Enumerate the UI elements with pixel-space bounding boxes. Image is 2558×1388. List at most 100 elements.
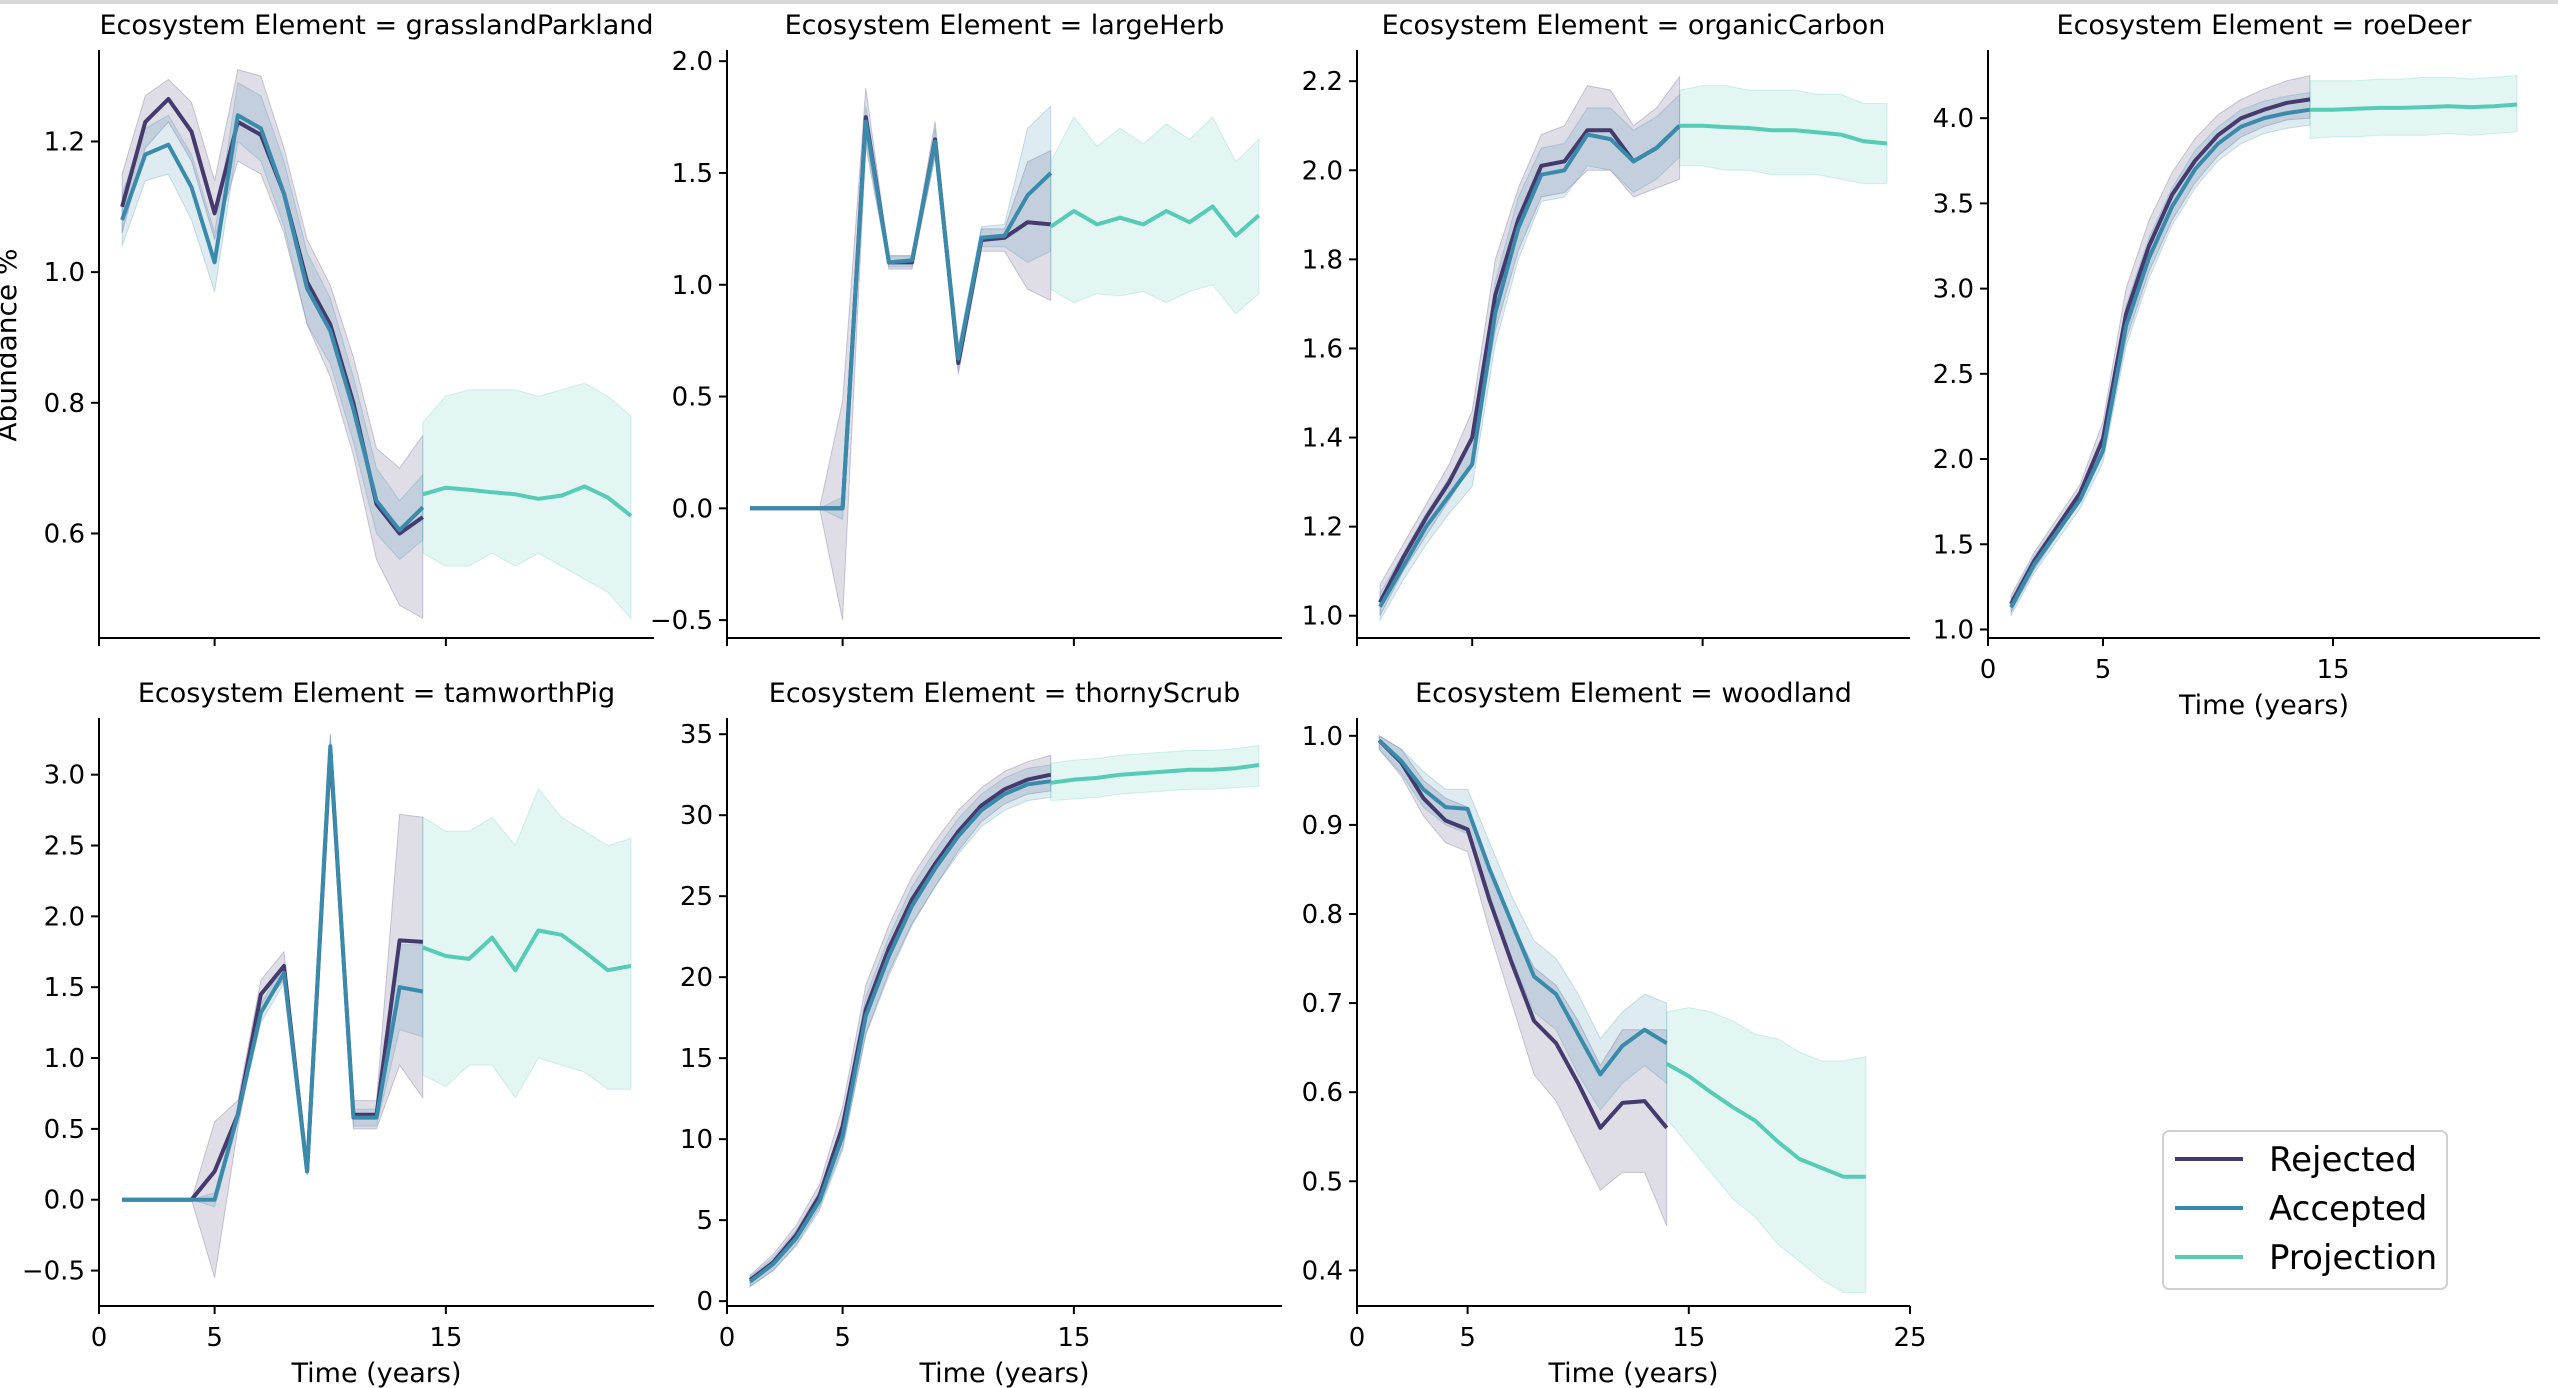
y-tick-label: 1.2 <box>44 127 85 157</box>
window-top-border <box>0 0 2558 4</box>
y-tick-label: 3.0 <box>44 761 85 791</box>
y-tick-label: 0.0 <box>44 1186 85 1216</box>
band-accepted <box>750 104 1052 521</box>
series-line-rejected <box>2009 97 2311 605</box>
x-tick-label: 15 <box>429 1323 462 1353</box>
x-tick-label: 25 <box>1893 1323 1926 1353</box>
y-tick-label: 1.5 <box>672 159 713 189</box>
y-tick-label: 15 <box>680 1044 713 1074</box>
legend-label-rejected: Rejected <box>2269 1140 2417 1180</box>
series-line-accepted <box>120 113 425 533</box>
legend-label-projection: Projection <box>2269 1238 2437 1278</box>
y-tick-label: 10 <box>680 1125 713 1155</box>
band-accepted <box>1378 734 1668 1111</box>
y-tick-label: 0.8 <box>1302 900 1343 930</box>
panel-title: Ecosystem Element = roeDeer <box>2057 10 2473 41</box>
x-axis-label: Time (years) <box>290 1358 461 1388</box>
y-tick-label: 2.5 <box>1933 360 1974 390</box>
x-tick-label: 15 <box>1057 1323 1090 1353</box>
y-tick-label: 3.0 <box>1933 275 1974 305</box>
x-axis-label: Time (years) <box>2178 690 2349 721</box>
x-tick-label: 0 <box>1349 1323 1366 1353</box>
y-tick-label: 4.0 <box>1933 104 1974 134</box>
y-tick-label: 35 <box>680 720 713 750</box>
panel-title: Ecosystem Element = grasslandParkland <box>99 10 653 41</box>
band-projection <box>422 382 632 620</box>
series-line-projection <box>1049 204 1261 238</box>
series-line-projection <box>422 484 633 518</box>
series-line-accepted <box>750 119 1053 511</box>
band-accepted <box>1379 93 1681 623</box>
y-tick-label: 1.0 <box>1302 722 1343 752</box>
series-line-projection <box>2310 102 2518 112</box>
x-tick-label: 5 <box>2095 655 2112 685</box>
y-tick-label: 1.0 <box>44 1044 85 1074</box>
y-tick-label: 0.5 <box>44 1115 85 1145</box>
y-tick-label: 2.2 <box>1302 67 1343 97</box>
series-line-accepted <box>122 744 424 1202</box>
panel-6: Ecosystem Element = thornyScrub 0 5 10 15 20 2… <box>680 678 1282 1388</box>
y-tick-label: 1.0 <box>672 271 713 301</box>
x-tick-label: 15 <box>1672 1323 1705 1353</box>
series-line-rejected <box>750 115 1051 511</box>
y-tick-label: 1.2 <box>1302 513 1343 543</box>
band-projection <box>1679 85 1888 185</box>
series-line-accepted <box>748 779 1052 1284</box>
x-axis-label: Time (years) <box>918 1358 1089 1388</box>
series-line-projection <box>422 928 632 973</box>
band-rejected <box>122 733 424 1278</box>
y-tick-label: 1.6 <box>1302 334 1343 364</box>
panel-1: Ecosystem Element = grasslandParkland 0.6… <box>44 10 654 646</box>
panel-7: Ecosystem Element = woodland 0.4 0.5 0.6 0.7… <box>1302 678 1927 1388</box>
panel-3: Ecosystem Element = organicCarbon 1.0 1.2 1… <box>1302 10 1910 646</box>
y-tick-label: 1.5 <box>44 973 85 1003</box>
y-tick-label: 1.0 <box>1302 602 1343 632</box>
series-line-rejected <box>1377 738 1669 1130</box>
panel-2: Ecosystem Element = largeHerb −0.5 0.0 0.5 1… <box>650 10 1282 646</box>
legend-frame <box>2162 1130 2448 1290</box>
y-tick-label: 1.8 <box>1302 245 1343 275</box>
y-tick-label: 2.0 <box>44 902 85 932</box>
series-line-projection <box>1665 1061 1866 1179</box>
legend-label-accepted: Accepted <box>2269 1189 2427 1229</box>
y-tick-label: 0 <box>696 1287 713 1317</box>
y-tick-label: 3.5 <box>1933 189 1974 219</box>
y-tick-label: −0.5 <box>22 1257 85 1287</box>
panel-title: Ecosystem Element = woodland <box>1415 678 1852 709</box>
x-tick-label: 5 <box>206 1323 223 1353</box>
band-rejected <box>121 68 424 620</box>
y-tick-label: 0.6 <box>1302 1078 1343 1108</box>
y-tick-label: 0.5 <box>672 383 713 413</box>
x-tick-label: 0 <box>91 1323 108 1353</box>
band-accepted <box>121 81 424 561</box>
series-line-rejected <box>748 772 1052 1282</box>
band-projection <box>422 787 632 1099</box>
y-tick-label: −0.5 <box>650 606 713 636</box>
band-projection <box>1666 1006 1867 1294</box>
y-tick-label: 0.6 <box>44 519 85 549</box>
y-axis-label: Abundance % <box>0 248 23 441</box>
y-tick-label: 0.0 <box>672 494 713 524</box>
band-rejected <box>750 87 1052 621</box>
y-tick-label: 1.5 <box>1933 530 1974 560</box>
y-tick-label: 2.0 <box>672 47 713 77</box>
x-tick-label: 0 <box>1980 655 1997 685</box>
x-tick-label: 15 <box>2316 655 2349 685</box>
panel-5: Ecosystem Element = tamworthPig −0.5 0.0 0.… <box>22 678 654 1388</box>
y-tick-label: 0.9 <box>1302 811 1343 841</box>
y-tick-label: 0.8 <box>44 389 85 419</box>
y-tick-label: 2.0 <box>1302 156 1343 186</box>
band-accepted <box>749 764 1052 1288</box>
y-tick-label: 5 <box>696 1206 713 1236</box>
y-tick-label: 0.7 <box>1302 989 1343 1019</box>
y-tick-label: 0.5 <box>1302 1167 1343 1197</box>
y-tick-label: 25 <box>680 882 713 912</box>
series-line-projection <box>1050 763 1260 785</box>
x-tick-label: 0 <box>719 1323 736 1353</box>
series-line-accepted <box>1378 124 1681 608</box>
y-tick-label: 1.4 <box>1302 424 1343 454</box>
x-tick-label: 5 <box>834 1323 851 1353</box>
y-tick-label: 0.4 <box>1302 1256 1343 1286</box>
panel-title: Ecosystem Element = organicCarbon <box>1382 10 1886 41</box>
